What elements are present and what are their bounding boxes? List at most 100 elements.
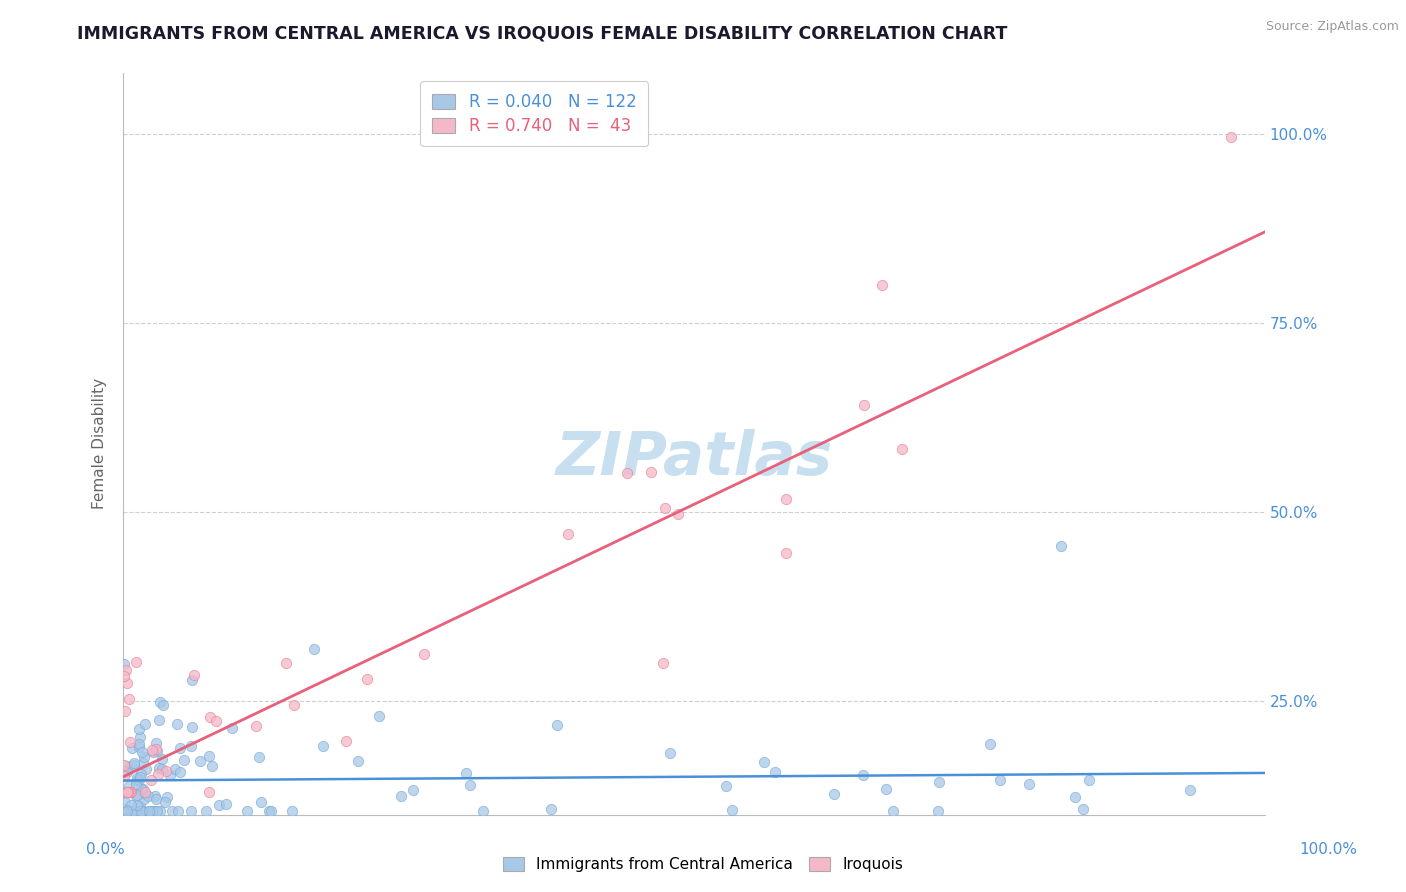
Point [120, 785, 142, 799]
Point [128, 730, 150, 744]
Point [146, 744, 169, 758]
Point [129, 781, 152, 796]
Point [115, 785, 138, 799]
Point [412, 647, 434, 661]
Point [870, 278, 893, 293]
Point [125, 772, 148, 787]
Point [142, 804, 165, 818]
Point [979, 737, 1001, 751]
Point [458, 778, 481, 792]
Point [141, 742, 163, 756]
Point [148, 804, 170, 818]
Point [112, 769, 135, 783]
Point [134, 785, 156, 799]
Point [283, 698, 305, 713]
Point [166, 804, 188, 818]
Point [1018, 777, 1040, 791]
Point [131, 744, 153, 758]
Point [114, 705, 136, 719]
Point [180, 804, 202, 818]
Point [125, 777, 148, 791]
Point [120, 785, 142, 799]
Point [775, 545, 797, 559]
Point [138, 804, 160, 818]
Point [311, 739, 333, 754]
Point [208, 797, 231, 812]
Point [454, 765, 477, 780]
Point [155, 790, 177, 805]
Point [114, 795, 136, 809]
Point [162, 804, 184, 818]
Point [128, 722, 150, 736]
Point [640, 465, 662, 479]
Point [188, 754, 211, 768]
Point [141, 772, 163, 787]
Point [118, 735, 141, 749]
Point [122, 804, 145, 818]
Text: 0.0%: 0.0% [86, 842, 125, 856]
Point [165, 762, 187, 776]
Point [148, 761, 170, 775]
Point [118, 785, 141, 799]
Point [195, 804, 218, 818]
Point [136, 789, 159, 804]
Point [117, 785, 139, 799]
Point [148, 713, 170, 727]
Point [402, 782, 425, 797]
Point [125, 788, 148, 802]
Point [389, 789, 412, 803]
Point [169, 764, 191, 779]
Point [367, 709, 389, 723]
Point [180, 739, 202, 753]
Point [128, 740, 150, 755]
Point [115, 664, 138, 678]
Point [714, 779, 737, 793]
Point [471, 804, 494, 818]
Point [131, 804, 153, 818]
Point [153, 795, 176, 809]
Point [875, 781, 897, 796]
Point [198, 749, 221, 764]
Point [141, 804, 163, 818]
Point [763, 764, 786, 779]
Point [134, 750, 156, 764]
Point [146, 804, 169, 818]
Point [132, 756, 155, 771]
Legend: Immigrants from Central America, Iroquois: Immigrants from Central America, Iroquoi… [495, 849, 911, 880]
Point [132, 782, 155, 797]
Point [129, 804, 152, 818]
Point [852, 398, 875, 412]
Point [347, 754, 370, 768]
Point [117, 692, 139, 706]
Point [280, 804, 302, 818]
Point [120, 758, 142, 772]
Point [823, 787, 845, 801]
Point [145, 736, 167, 750]
Point [245, 719, 267, 733]
Point [259, 804, 281, 818]
Point [557, 526, 579, 541]
Text: ZIPatlas: ZIPatlas [555, 429, 832, 489]
Point [117, 764, 139, 779]
Point [146, 766, 169, 780]
Point [215, 797, 238, 812]
Point [882, 804, 904, 818]
Point [114, 764, 136, 779]
Point [616, 467, 638, 481]
Point [852, 768, 875, 782]
Point [651, 656, 673, 670]
Point [236, 804, 259, 818]
Point [928, 774, 950, 789]
Text: 100.0%: 100.0% [1299, 842, 1358, 856]
Point [112, 657, 135, 672]
Point [112, 757, 135, 772]
Point [125, 655, 148, 669]
Point [115, 804, 138, 818]
Point [173, 753, 195, 767]
Point [891, 442, 914, 456]
Point [125, 804, 148, 818]
Point [142, 745, 165, 759]
Point [1078, 772, 1101, 787]
Point [183, 667, 205, 681]
Point [112, 804, 135, 818]
